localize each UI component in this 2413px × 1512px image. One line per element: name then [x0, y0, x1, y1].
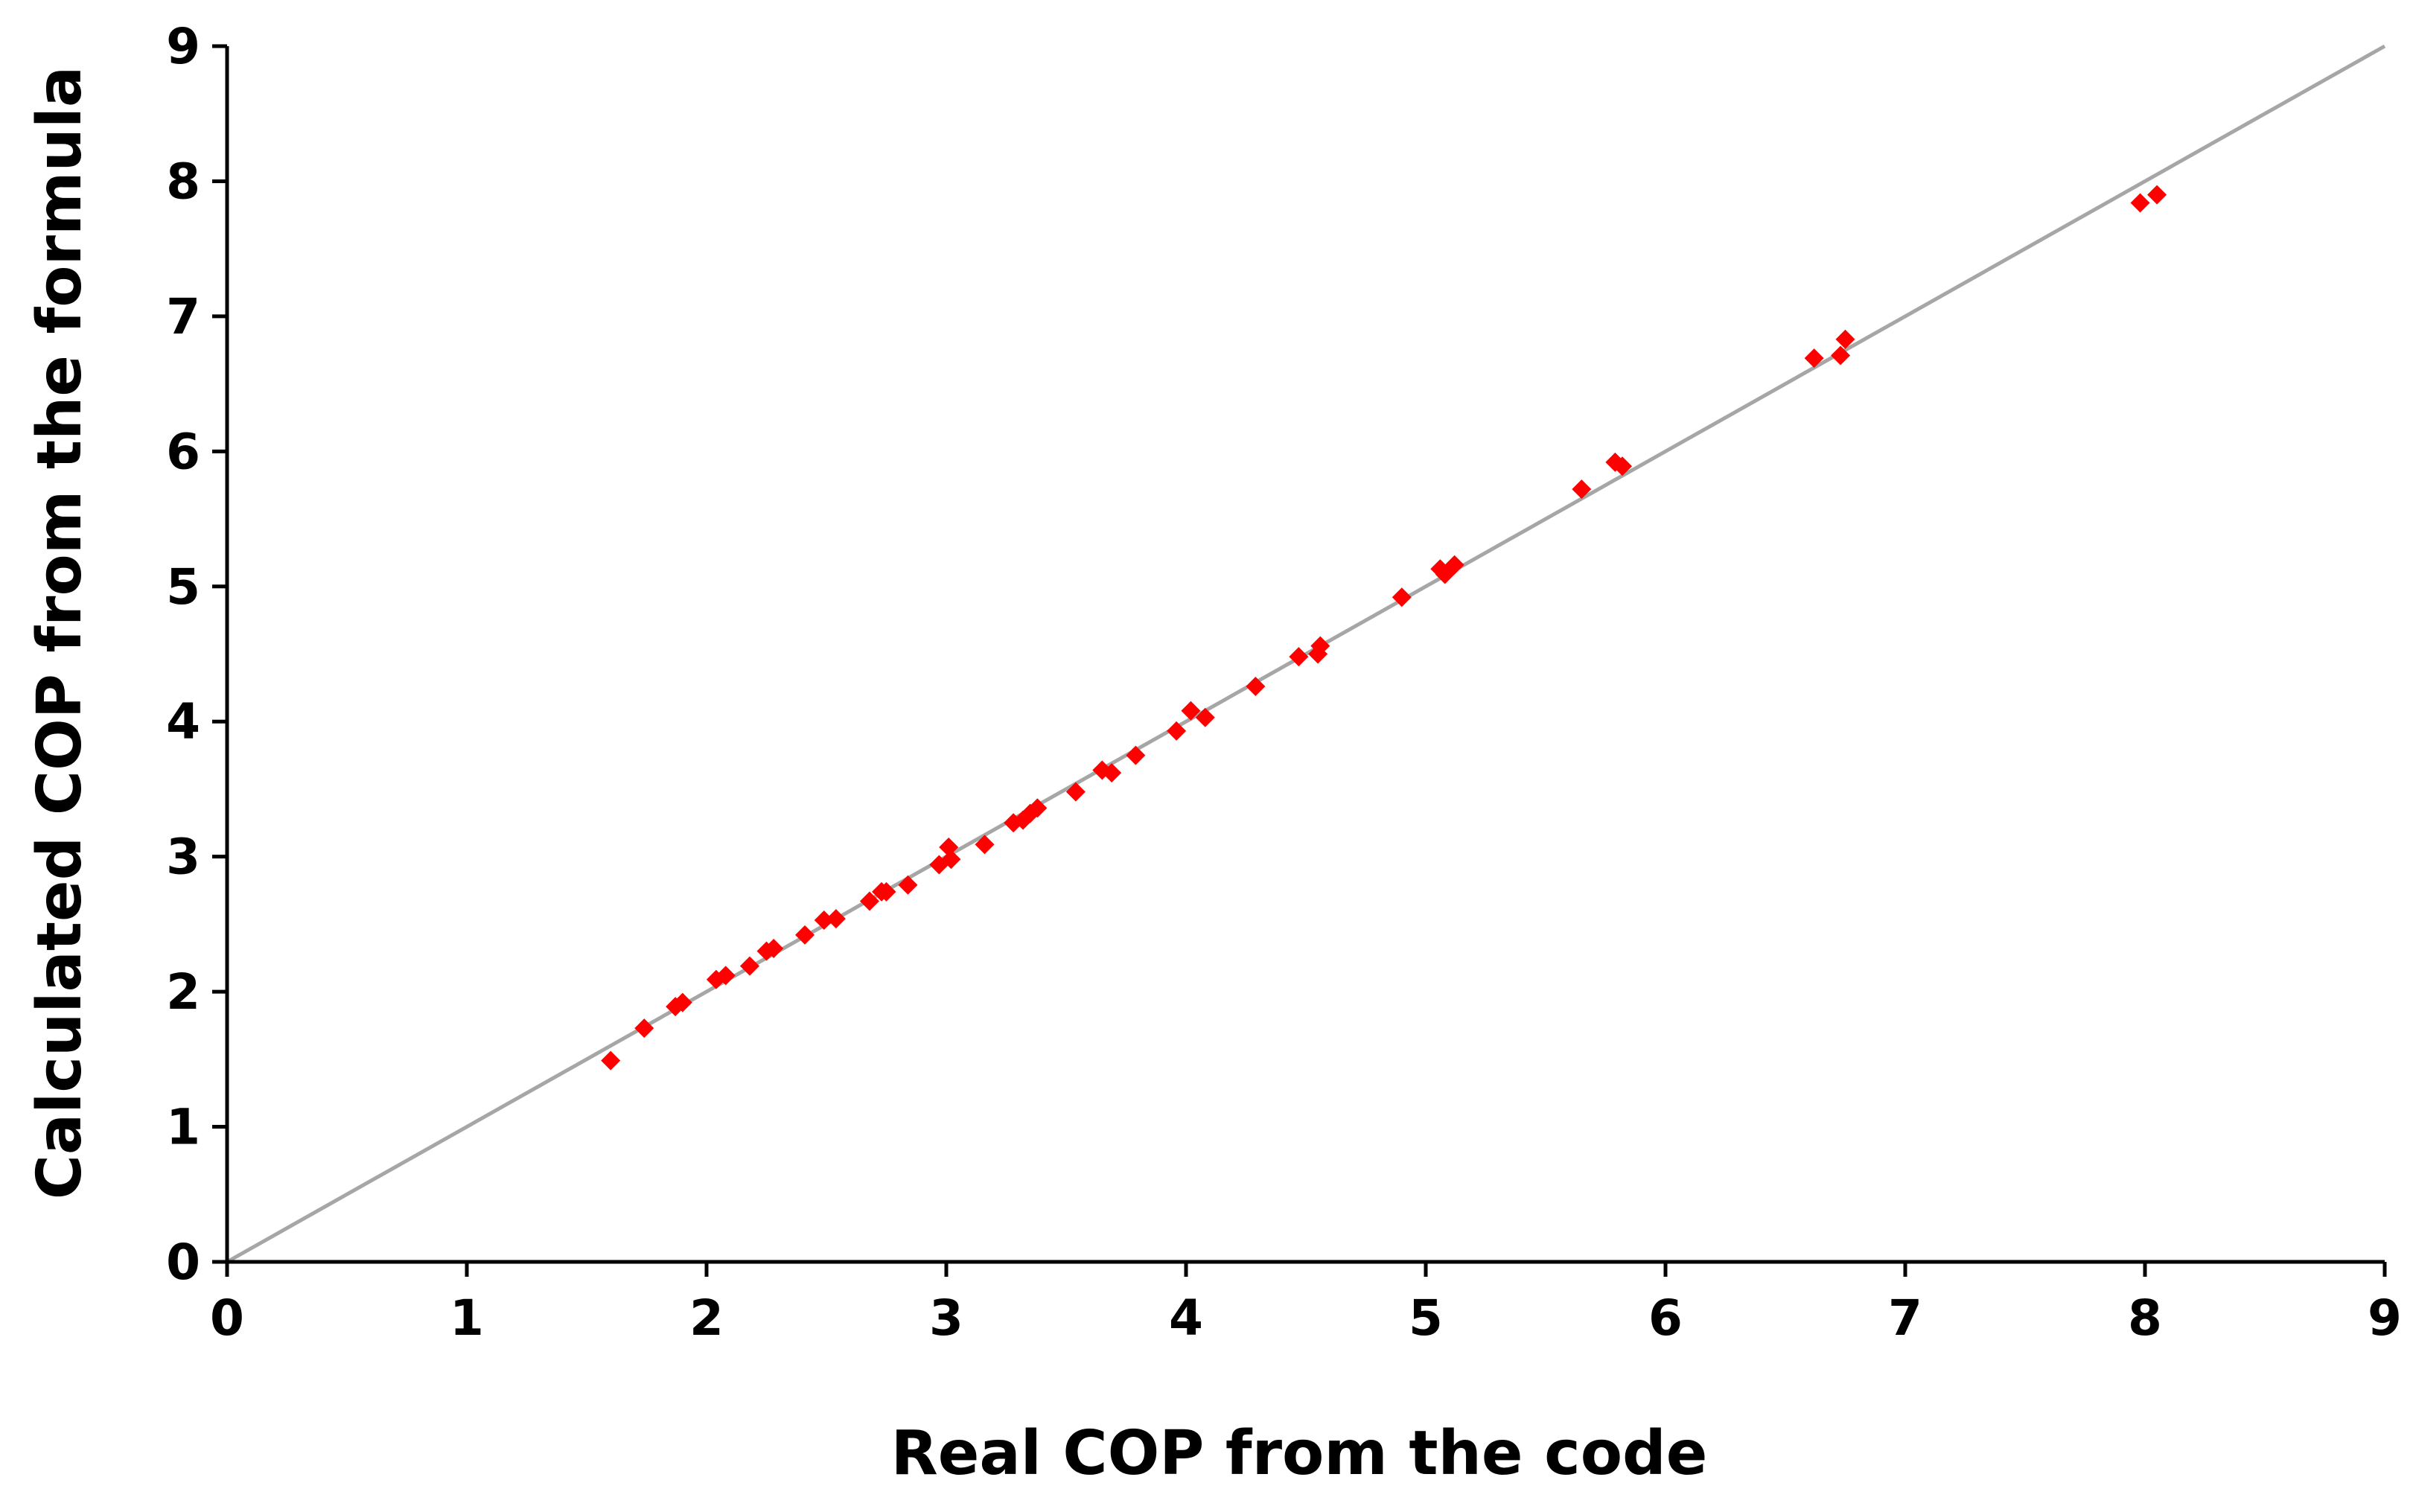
x-tick-label: 4 — [1169, 1289, 1203, 1347]
data-point — [1613, 456, 1633, 476]
data-point — [1444, 555, 1464, 575]
x-axis-title: Real COP from the code — [891, 1418, 1708, 1489]
reference-line — [226, 44, 2386, 1264]
x-tick-label: 6 — [1648, 1289, 1683, 1347]
data-point — [1246, 677, 1266, 697]
tick-labels-layer: 0 1 2 3 4 5 6 7 8 9 0 1 2 3 4 5 6 7 8 9 — [166, 18, 2402, 1347]
data-point — [898, 875, 918, 895]
data-point — [1126, 745, 1146, 765]
y-tick-label: 6 — [166, 423, 200, 480]
axes-layer — [212, 44, 2387, 1277]
data-point — [1831, 345, 1851, 366]
data-point — [601, 1050, 621, 1071]
data-point — [859, 891, 879, 911]
y-tick-label: 9 — [166, 18, 200, 75]
data-point — [814, 910, 834, 930]
data-point — [1102, 763, 1122, 783]
data-point — [634, 1018, 654, 1039]
data-point — [1310, 636, 1330, 656]
data-point — [739, 956, 759, 976]
data-point — [2147, 185, 2167, 205]
data-point — [1289, 647, 1309, 667]
y-tick-label: 0 — [166, 1234, 200, 1291]
data-point — [2130, 193, 2150, 213]
data-point — [939, 837, 959, 857]
data-point — [1065, 782, 1086, 802]
data-point — [795, 925, 815, 945]
y-axis-title: Calculated COP from the formula — [25, 66, 95, 1200]
x-tick-label: 2 — [689, 1289, 724, 1347]
y-tick-label: 2 — [166, 963, 200, 1021]
data-point — [876, 881, 896, 902]
data-points-layer — [601, 185, 2167, 1071]
x-tick-label: 0 — [210, 1289, 244, 1347]
x-tick-label: 9 — [2368, 1289, 2402, 1347]
data-point — [1572, 479, 1592, 500]
y-tick-label: 7 — [166, 288, 200, 345]
data-point — [715, 966, 736, 986]
x-tick-label: 8 — [2128, 1289, 2162, 1347]
data-point — [975, 835, 995, 855]
y-tick-label: 8 — [166, 153, 200, 210]
data-point — [1027, 798, 1048, 818]
y-tick-label: 1 — [166, 1099, 200, 1156]
y-tick-label: 5 — [166, 558, 200, 616]
data-point — [764, 939, 784, 959]
x-tick-label: 3 — [929, 1289, 963, 1347]
y-tick-label: 4 — [166, 693, 200, 750]
y-tick-label: 3 — [166, 829, 200, 886]
data-point — [672, 992, 692, 1012]
data-point — [1392, 587, 1412, 607]
data-point — [1835, 329, 1855, 349]
data-point — [1195, 707, 1215, 727]
reference-line-layer — [226, 44, 2386, 1264]
x-tick-label: 5 — [1409, 1289, 1443, 1347]
data-point — [1181, 701, 1201, 721]
x-tick-label: 1 — [450, 1289, 484, 1347]
data-point — [826, 909, 846, 929]
data-point — [1804, 348, 1824, 369]
data-point — [1167, 721, 1187, 741]
data-point — [941, 849, 961, 870]
x-tick-label: 7 — [1888, 1289, 1922, 1347]
